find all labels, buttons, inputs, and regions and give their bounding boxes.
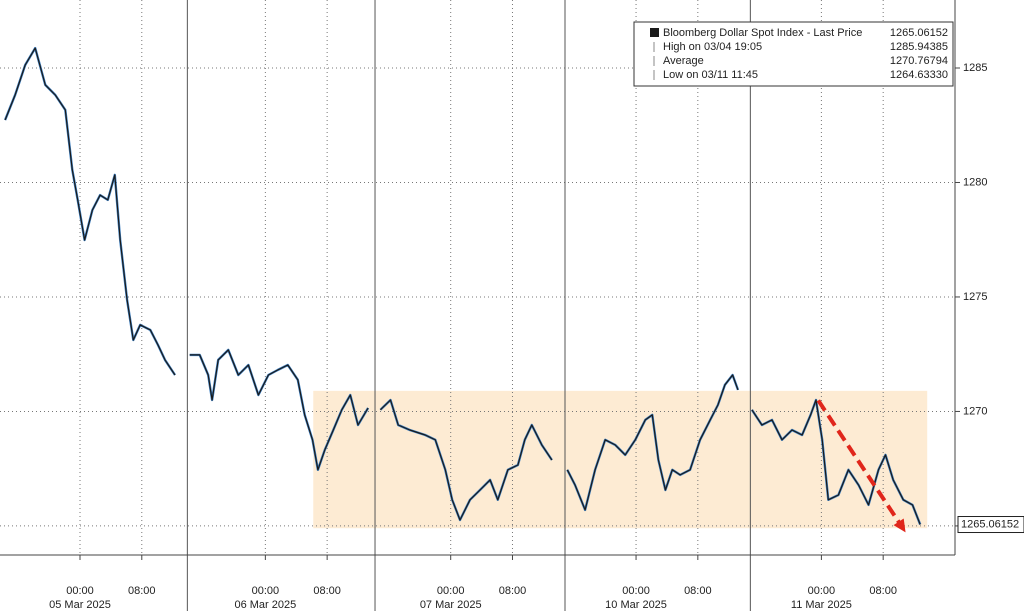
last-price-label: 1265.06152 <box>961 518 1019 530</box>
trend-arrow <box>816 399 902 526</box>
x-tick-label: 08:00 <box>869 585 897 597</box>
legend-label: Bloomberg Dollar Spot Index - Last Price <box>663 27 862 39</box>
x-tick-label: 00:00 <box>252 585 280 597</box>
legend-value: 1264.63330 <box>890 69 948 81</box>
x-tick-label: 00:00 <box>622 585 650 597</box>
y-tick-label: 1280 <box>963 176 987 188</box>
legend-value: 1265.06152 <box>890 27 948 39</box>
legend-value: 1270.76794 <box>890 55 948 67</box>
legend-box <box>633 21 954 87</box>
arrow-head <box>893 518 906 533</box>
last-price-tag <box>957 516 1024 534</box>
x-date-label: 06 Mar 2025 <box>234 599 296 611</box>
x-date-label: 10 Mar 2025 <box>605 599 667 611</box>
x-date-label: 05 Mar 2025 <box>49 599 111 611</box>
x-tick-label: 08:00 <box>684 585 712 597</box>
x-tick-label: 08:00 <box>499 585 527 597</box>
price-line <box>4 47 921 525</box>
legend-value: 1285.94385 <box>890 41 948 53</box>
legend-swatch <box>650 28 659 37</box>
y-tick-label: 1275 <box>963 291 987 303</box>
y-tick-label: 1285 <box>963 62 987 74</box>
y-tick-label: 1270 <box>963 405 987 417</box>
x-tick-label: 00:00 <box>66 585 94 597</box>
x-tick-label: 00:00 <box>437 585 465 597</box>
legend-label: High on 03/04 19:05 <box>663 41 762 53</box>
x-date-label: 07 Mar 2025 <box>420 599 482 611</box>
x-tick-label: 00:00 <box>808 585 836 597</box>
x-tick-label: 08:00 <box>313 585 341 597</box>
x-date-label: 11 Mar 2025 <box>791 599 852 611</box>
legend: Bloomberg Dollar Spot Index - Last Price… <box>633 21 954 87</box>
legend-label: Low on 03/11 11:45 <box>663 69 758 81</box>
x-tick-label: 08:00 <box>128 585 156 597</box>
legend-label: Average <box>663 55 704 67</box>
